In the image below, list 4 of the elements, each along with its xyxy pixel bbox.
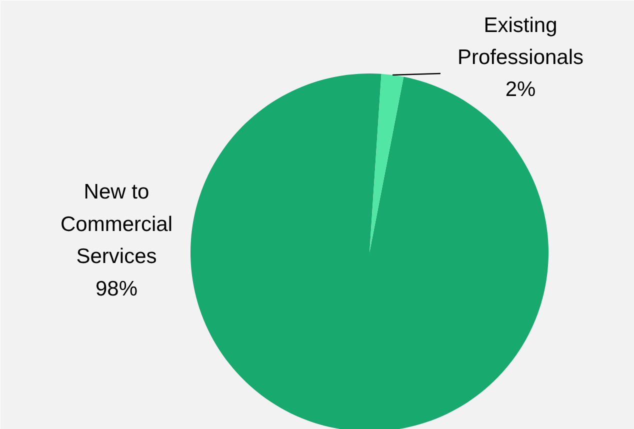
slice-label: New to Commercial Services [60, 180, 173, 268]
data-label: 98% [95, 277, 138, 300]
data-label: 2% [505, 78, 536, 102]
slice-label: Existing Professionals [457, 14, 584, 69]
